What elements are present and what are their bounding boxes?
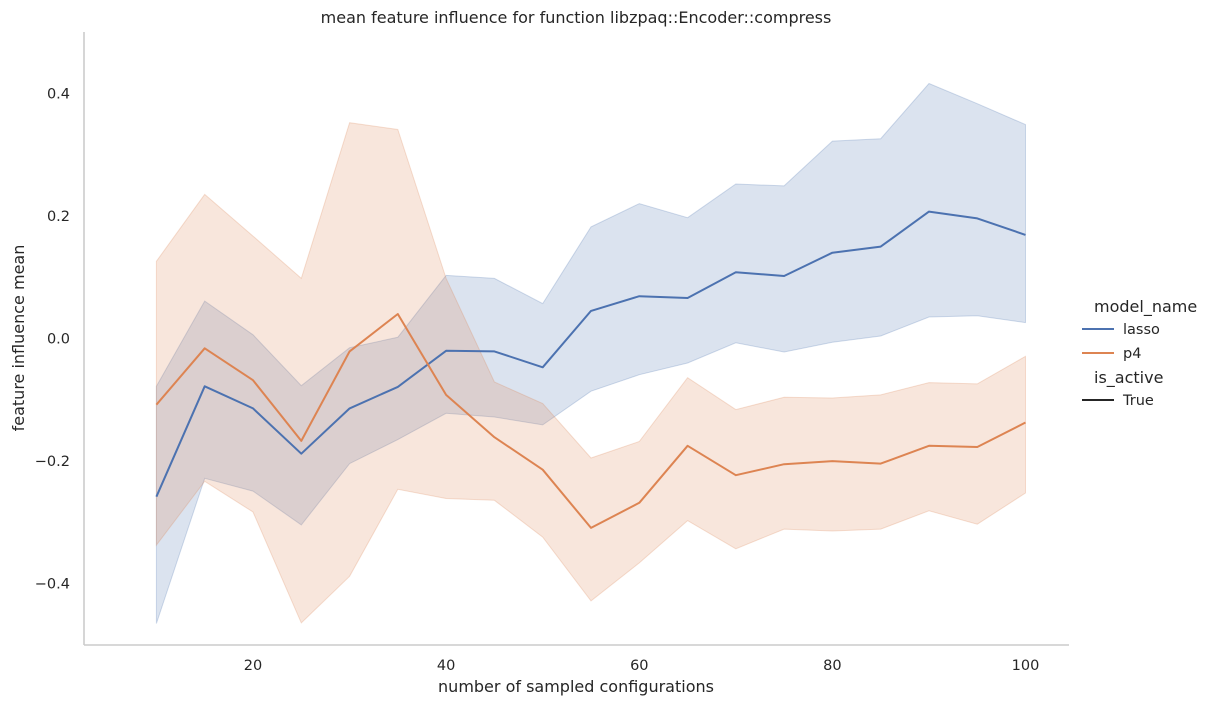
x-tick-labels: 20 40 60 80 100 [244,658,1040,674]
legend-hue-title: model_name [1094,297,1197,317]
x-axis-title: number of sampled configurations [438,677,714,696]
y-tick-label: −0.2 [35,454,70,470]
legend-style-title: is_active [1094,368,1163,388]
chart-title: mean feature influence for function libz… [321,8,832,27]
x-tick-label: 100 [1012,658,1040,674]
ci-band-lasso [155,82,1026,624]
ci-band-p4 [155,122,1026,624]
x-tick-label: 20 [244,658,262,674]
y-axis-title: feature influence mean [9,245,28,432]
x-tick-label: 60 [630,658,648,674]
legend: model_name lasso p4 is_active True [1082,297,1197,409]
y-tick-label: 0.4 [47,86,70,102]
y-tick-label: −0.4 [35,577,70,593]
y-tick-label: 0.0 [47,332,70,348]
legend-style-label-true: True [1122,393,1154,409]
x-tick-label: 80 [823,658,841,674]
y-tick-label: 0.2 [47,209,70,225]
y-tick-labels: −0.4 −0.2 0.0 0.2 0.4 [35,86,70,592]
legend-hue-items: lasso p4 [1082,322,1160,362]
confidence-bands [155,82,1026,624]
x-tick-label: 40 [437,658,455,674]
series-lines [155,210,1026,529]
legend-label-p4: p4 [1123,346,1141,362]
legend-label-lasso: lasso [1123,322,1160,338]
